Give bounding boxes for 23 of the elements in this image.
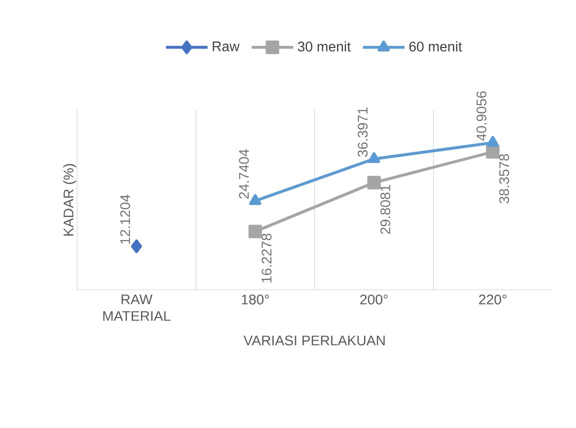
data-label: 40.9056 (476, 91, 486, 141)
point (486, 136, 499, 147)
x-tick-label: 200° (360, 294, 388, 305)
data-label: 12.1204 (120, 194, 130, 244)
point (368, 152, 380, 164)
legend-label: Raw (212, 42, 240, 52)
x-tick-label: 220° (479, 294, 506, 305)
x-tick-label: 180° (242, 294, 269, 305)
y-axis-title: KADAR (%) (63, 164, 76, 236)
data-label: 38.3578 (499, 154, 510, 204)
legend-label: 30 menit (298, 41, 351, 52)
x-axis-title: VARIASI PERLAKUAN (244, 336, 385, 346)
x-tick-label: RAW MATERIAL (103, 294, 170, 321)
data-label: 36.3971 (358, 108, 368, 157)
point (367, 176, 381, 190)
point (131, 240, 142, 254)
data-label: 29.8081 (380, 185, 390, 234)
data-label: 24.7404 (238, 149, 249, 199)
legend-label: 60 menit (409, 41, 462, 52)
data-label: 16.2278 (262, 234, 272, 283)
point (248, 224, 262, 238)
point (486, 145, 500, 159)
point (249, 194, 262, 206)
